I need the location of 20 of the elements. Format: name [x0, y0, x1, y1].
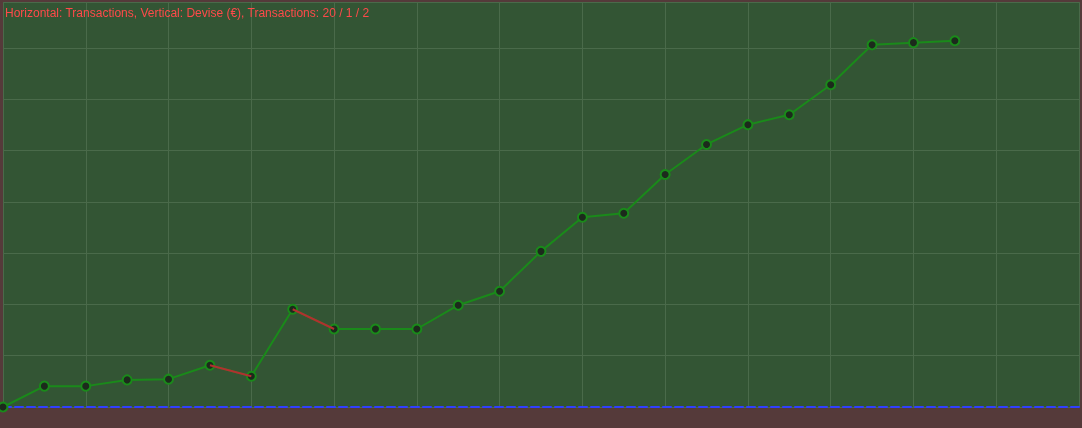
point — [618, 207, 630, 219]
point — [949, 35, 961, 47]
point — [576, 211, 588, 223]
point — [494, 285, 506, 297]
point — [163, 373, 175, 385]
point — [907, 37, 919, 49]
point — [452, 299, 464, 311]
chart-title: Horizontal: Transactions, Vertical: Devise (€), Transactions: 20 / 1 / 2 — [5, 6, 370, 20]
point — [80, 380, 92, 392]
point — [411, 323, 423, 335]
point — [701, 138, 713, 150]
point — [121, 374, 133, 386]
point — [535, 245, 547, 257]
point — [866, 39, 878, 51]
point — [825, 79, 837, 91]
point — [369, 323, 381, 335]
point — [783, 109, 795, 121]
point — [742, 119, 754, 131]
point — [38, 380, 50, 392]
point — [659, 168, 671, 180]
